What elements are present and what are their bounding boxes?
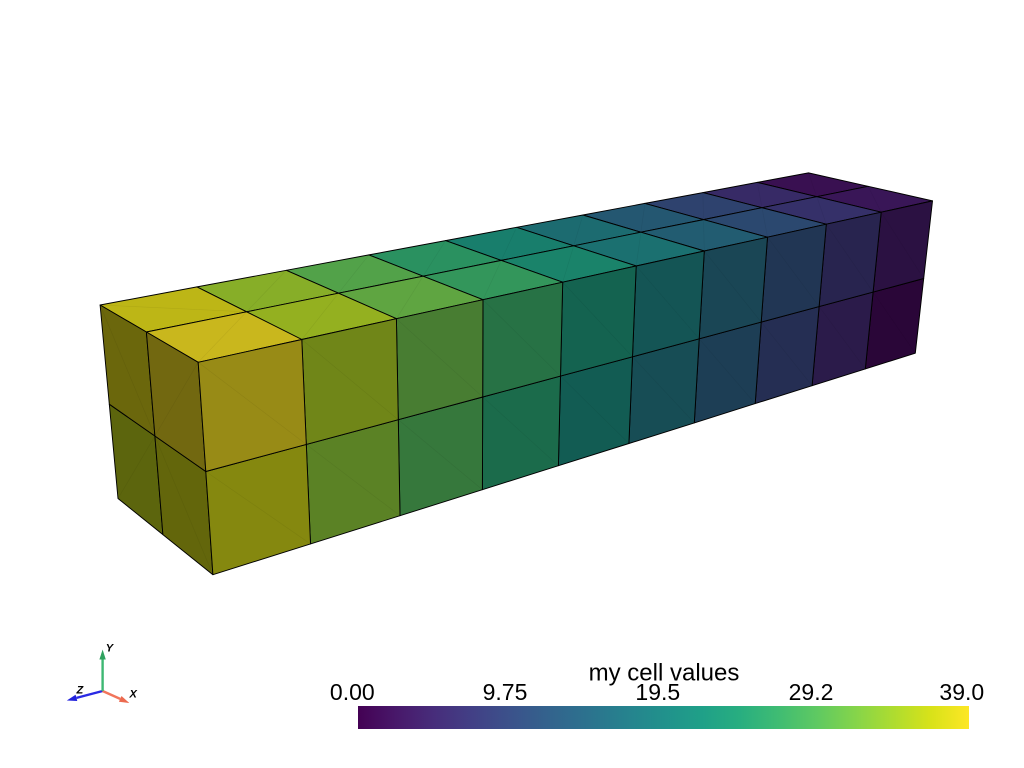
svg-text:39.0: 39.0 (939, 679, 984, 705)
svg-text:my cell values: my cell values (589, 660, 740, 687)
svg-text:Z: Z (76, 685, 85, 697)
svg-text:X: X (129, 689, 138, 701)
svg-text:Y: Y (106, 643, 115, 655)
svg-text:29.2: 29.2 (789, 679, 834, 705)
svg-text:19.5: 19.5 (635, 679, 680, 705)
svg-text:0.00: 0.00 (330, 679, 375, 705)
svg-text:9.75: 9.75 (483, 679, 528, 705)
